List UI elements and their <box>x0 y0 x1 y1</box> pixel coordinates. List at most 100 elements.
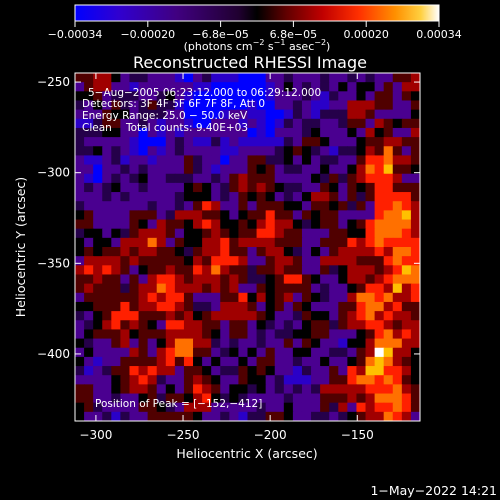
heatmap-cell <box>229 146 240 157</box>
heatmap-cell <box>102 82 112 92</box>
heatmap-cell <box>265 301 276 312</box>
heatmap-cell <box>256 210 267 221</box>
heatmap-cell <box>156 402 167 413</box>
heatmap-cell <box>238 228 249 239</box>
heatmap-cell <box>383 109 394 120</box>
heatmap-cell <box>265 201 276 211</box>
heatmap-cell <box>156 201 167 211</box>
heatmap-cell <box>401 283 412 294</box>
heatmap-cell <box>338 146 348 157</box>
heatmap-cell <box>165 347 176 358</box>
heatmap-cell <box>93 366 103 376</box>
heatmap-cell <box>311 256 321 266</box>
heatmap-cell <box>347 100 358 111</box>
heatmap-cell <box>320 146 330 157</box>
heatmap-cell <box>183 356 194 367</box>
heatmap-cell <box>374 283 385 294</box>
heatmap-cell <box>220 283 230 294</box>
heatmap-cell <box>193 292 203 303</box>
heatmap-cell <box>156 173 167 184</box>
heatmap-cell <box>138 329 149 340</box>
heatmap-cell <box>238 237 249 248</box>
chart-title: Reconstructed RHESSI Image <box>133 53 367 72</box>
heatmap-cell <box>338 192 348 202</box>
heatmap-cell <box>229 265 240 276</box>
heatmap-cell <box>156 210 167 221</box>
heatmap-cell <box>238 182 249 193</box>
heatmap-cell <box>283 137 294 147</box>
heatmap-cell <box>138 109 149 120</box>
heatmap-cell <box>410 82 420 92</box>
heatmap-cell <box>256 91 267 102</box>
heatmap-cell <box>102 347 112 358</box>
heatmap-cell <box>347 82 358 92</box>
heatmap-cell <box>265 182 276 193</box>
heatmap-cell <box>93 256 103 266</box>
heatmap-cell <box>365 155 376 166</box>
heatmap-cell <box>75 210 85 221</box>
heatmap-cell <box>138 375 149 385</box>
heatmap-cell <box>410 402 420 413</box>
heatmap-cell <box>120 411 131 421</box>
heatmap-cell <box>347 366 358 376</box>
heatmap-cell <box>129 329 140 340</box>
heatmap-cell <box>211 274 221 285</box>
heatmap-cell <box>84 173 94 184</box>
heatmap-cell <box>365 182 376 193</box>
heatmap-cell <box>274 283 285 294</box>
heatmap-cell <box>410 201 420 211</box>
heatmap-cell <box>183 292 194 303</box>
heatmap-cell <box>401 265 412 276</box>
heatmap-cell <box>120 320 131 331</box>
heatmap-cell <box>202 164 212 175</box>
heatmap-cell <box>238 137 249 147</box>
heatmap-cell <box>365 118 376 129</box>
heatmap-cell <box>202 301 212 312</box>
heatmap-cell <box>265 118 276 129</box>
heatmap-cell <box>301 329 312 340</box>
heatmap-cell <box>301 173 312 184</box>
heatmap-cell <box>111 127 121 138</box>
heatmap-cell <box>183 320 194 331</box>
heatmap-cell <box>211 247 221 257</box>
heatmap-cell <box>329 347 339 358</box>
heatmap-cell <box>193 201 203 211</box>
heatmap-cell <box>102 301 112 312</box>
heatmap-cell <box>93 311 103 321</box>
heatmap-cell <box>401 73 412 83</box>
heatmap-cell <box>374 320 385 331</box>
heatmap-cell <box>256 301 267 312</box>
heatmap-cell <box>283 301 294 312</box>
heatmap-cell <box>256 173 267 184</box>
heatmap-cell <box>183 164 194 175</box>
heatmap-cell <box>410 292 420 303</box>
heatmap-cell <box>156 375 167 385</box>
heatmap-cell <box>356 256 367 266</box>
heatmap-cell <box>256 329 267 340</box>
heatmap-cell <box>383 256 394 266</box>
heatmap-cell <box>93 73 103 83</box>
heatmap-cell <box>247 356 258 367</box>
heatmap-cell <box>247 182 258 193</box>
heatmap-cell <box>211 219 221 230</box>
heatmap-cell <box>120 109 131 120</box>
heatmap-cell <box>265 283 276 294</box>
heatmap-image <box>75 73 420 421</box>
heatmap-cell <box>220 118 230 129</box>
heatmap-cell <box>120 164 131 175</box>
heatmap-cell <box>256 127 267 138</box>
heatmap-cell <box>147 201 158 211</box>
heatmap-cell <box>229 219 240 230</box>
heatmap-cell <box>374 411 385 421</box>
heatmap-cell <box>265 210 276 221</box>
heatmap-cell <box>265 146 276 157</box>
heatmap-cell <box>211 283 221 294</box>
heatmap-cell <box>347 265 358 276</box>
heatmap-cell <box>202 155 212 166</box>
heatmap-cell <box>365 210 376 221</box>
y-tick-label: −350 <box>37 256 70 270</box>
heatmap-cell <box>292 329 303 340</box>
heatmap-cell <box>301 320 312 331</box>
heatmap-cell <box>301 384 312 395</box>
heatmap-cell <box>147 247 158 257</box>
